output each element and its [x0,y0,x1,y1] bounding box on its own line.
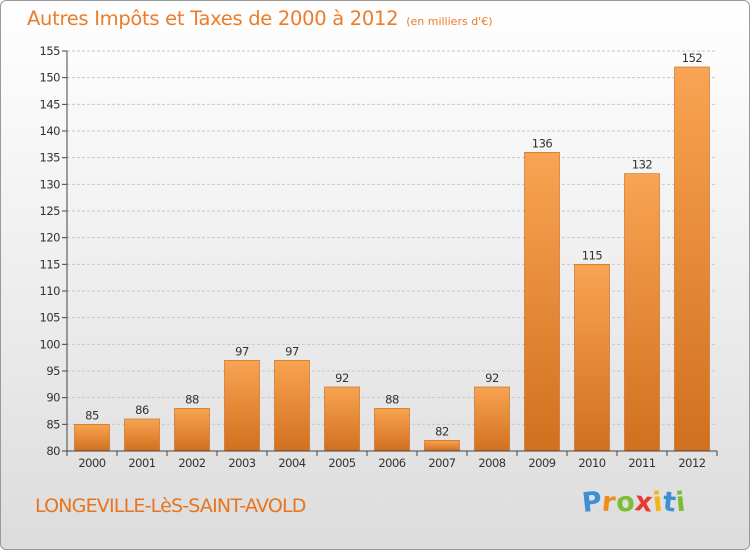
bar-2001 [124,418,160,452]
bar-2000 [74,424,110,452]
y-tick-label-105: 105 [40,311,61,325]
x-tick-label-2005: 2005 [328,456,355,470]
x-tick-label-2004: 2004 [278,456,305,470]
chart-title: Autres Impôts et Taxes de 2000 à 2012 (en… [27,7,492,30]
y-tick-label-145: 145 [40,97,61,111]
y-tick-label-90: 90 [46,391,60,405]
x-tick-label-2002: 2002 [178,456,205,470]
y-tick-label-140: 140 [40,124,61,138]
y-tick-label-155: 155 [40,44,61,58]
chart-unit-label: (en milliers d'€) [406,15,493,28]
x-tick-label-2003: 2003 [228,456,255,470]
y-tick-label-115: 115 [40,257,61,271]
bar-value-labels: 85 86 88 97 97 92 88 82 92 136 115 132 152 [85,51,703,438]
bar-value-label-2011: 132 [632,158,653,172]
bar-value-label-2006: 88 [385,392,399,406]
bar-value-label-2012: 152 [682,51,703,65]
y-tick-label-85: 85 [46,417,60,431]
bar-value-label-2000: 85 [85,408,99,422]
y-tick-label-120: 120 [40,231,61,245]
bar-2011 [624,173,660,452]
y-tick-label-110: 110 [40,284,61,298]
bar-value-label-2010: 115 [582,248,603,262]
y-tick-label-150: 150 [40,71,61,85]
x-tick-label-2006: 2006 [378,456,405,470]
x-tick-label-2001: 2001 [128,456,155,470]
y-axis-tick-labels: 80 85 90 95 100 105 110 115 120 125 130 135 140 145 15… [40,44,67,458]
axes [66,51,717,452]
bar-2005 [324,386,360,452]
x-tick-label-2009: 2009 [528,456,555,470]
bar-value-label-2003: 97 [235,344,249,358]
bar-value-label-2008: 92 [485,371,499,385]
x-tick-label-2008: 2008 [478,456,505,470]
bar-2012 [674,66,710,452]
bar-2002 [174,408,210,452]
bar-value-label-2002: 88 [185,392,199,406]
bar-value-label-2009: 136 [532,136,553,150]
bar-2007 [424,440,460,452]
bar-2009 [524,152,560,452]
chart-title-text: Autres Impôts et Taxes de 2000 à 2012 [27,7,399,30]
x-tick-label-2011: 2011 [628,456,655,470]
x-tick-label-2000: 2000 [78,456,105,470]
logo-letter: i [674,486,688,519]
y-tick-label-80: 80 [46,444,60,458]
y-tick-label-130: 130 [40,177,61,191]
y-tick-label-95: 95 [46,364,60,378]
x-axis-tick-labels: 2000 2001 2002 2003 2004 2005 2006 2007 2008 2009… [66,451,718,470]
bar-value-label-2001: 86 [135,403,149,417]
bar-2006 [374,408,410,452]
grid-lines [67,50,717,425]
bar-2008 [474,386,510,452]
x-tick-label-2012: 2012 [678,456,705,470]
y-tick-label-100: 100 [40,337,61,351]
bars [74,66,710,452]
bar-value-label-2007: 82 [435,424,449,438]
proxiti-logo: Proxiti [580,486,688,519]
y-tick-label-125: 125 [40,204,61,218]
x-tick-label-2010: 2010 [578,456,605,470]
bar-2004 [274,360,310,452]
bar-value-label-2005: 92 [335,371,349,385]
bar-2010 [574,264,610,452]
bar-2003 [224,360,260,452]
town-name: LONGEVILLE-LèS-SAINT-AVOLD [35,495,306,517]
bar-value-label-2004: 97 [285,344,299,358]
y-tick-label-135: 135 [40,151,61,165]
x-tick-label-2007: 2007 [428,456,455,470]
